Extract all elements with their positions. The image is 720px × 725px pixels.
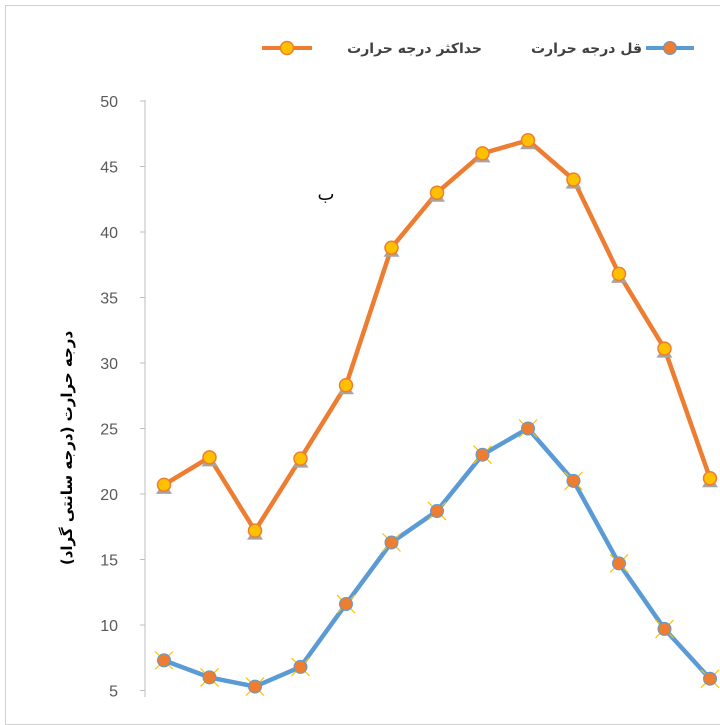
data-point-min-temp: [473, 445, 492, 465]
data-point-max-temp: [383, 240, 400, 257]
circle-marker: [475, 146, 490, 161]
series-lines: [161, 138, 713, 689]
data-point-min-temp: [700, 669, 720, 689]
circle-marker: [612, 556, 626, 571]
data-point-max-temp: [292, 451, 309, 468]
circle-marker: [520, 133, 536, 148]
legend-label-max-temp: حداکثر درجه حرارت: [347, 41, 482, 57]
legend-entry-max-temp: حداکثر درجه حرارت: [262, 40, 482, 57]
circle-marker: [339, 597, 353, 612]
circle-marker: [156, 477, 172, 493]
data-point-max-temp: [201, 450, 218, 467]
circle-marker: [657, 341, 672, 356]
circle-marker: [202, 450, 217, 465]
legend-marker-min-temp: [663, 41, 677, 55]
y-tick-label: 35: [100, 291, 118, 308]
y-tick-label: 10: [100, 618, 118, 635]
series-line-min-temp: [161, 426, 713, 689]
legend-label-min-temp: قل درجه حرارت: [531, 41, 642, 57]
data-point-min-temp: [518, 419, 538, 438]
circle-marker: [521, 421, 535, 436]
y-tick-labels: 5 10 15 20 25 30 35 40 45 50: [100, 94, 145, 697]
data-point-min-temp: [427, 501, 447, 521]
data-point-max-temp: [338, 378, 354, 395]
circle-marker: [247, 523, 263, 538]
legend: قل درجه حرارت حداکثر درجه حرارت: [262, 40, 694, 57]
circle-marker: [657, 621, 672, 636]
data-point-min-temp: [564, 471, 583, 491]
y-tick-label: 25: [100, 422, 118, 439]
circle-marker: [384, 240, 399, 255]
circle-marker: [338, 378, 354, 393]
data-point-max-temp: [702, 471, 718, 488]
data-point-min-temp: [245, 677, 265, 696]
line-chart: قل درجه حرارت حداکثر درجه حرارت درجه حرا…: [58, 40, 720, 697]
data-point-min-temp: [200, 667, 219, 687]
circle-marker: [384, 535, 399, 550]
circle-marker: [611, 266, 627, 282]
y-tick-label: 15: [100, 553, 118, 570]
y-tick-label: 30: [100, 356, 118, 373]
chart-frame: [5, 5, 720, 725]
data-point-max-temp: [656, 341, 673, 358]
data-point-max-temp: [247, 523, 263, 540]
data-point-max-temp: [429, 185, 445, 202]
data-point-max-temp: [565, 172, 582, 189]
y-tick-label: 5: [109, 684, 118, 698]
annotation-label: ب: [318, 184, 335, 205]
y-axis-label: درجه حرارت (درجه سانتی گراد): [58, 331, 76, 566]
data-point-min-temp: [154, 650, 174, 670]
data-point-min-temp: [609, 554, 629, 573]
legend-marker-max-temp: [279, 40, 295, 56]
data-point-min-temp: [382, 533, 401, 552]
y-tick-label: 45: [100, 160, 118, 177]
circle-marker: [702, 471, 718, 486]
data-point-max-temp: [474, 146, 491, 163]
y-tick-label: 20: [100, 487, 118, 504]
data-point-min-temp: [336, 594, 356, 614]
legend-entry-min-temp: قل درجه حرارت: [531, 41, 694, 57]
circle-marker: [703, 671, 717, 686]
y-tick-label: 50: [100, 94, 118, 111]
circle-marker: [566, 172, 581, 187]
series-markers: [154, 133, 720, 696]
circle-marker: [248, 679, 262, 694]
circle-marker: [430, 504, 444, 519]
data-point-min-temp: [655, 619, 674, 639]
circle-marker: [475, 447, 490, 462]
data-point-max-temp: [520, 133, 536, 150]
data-point-min-temp: [291, 657, 310, 677]
y-tick-label: 40: [100, 225, 118, 242]
circle-marker: [202, 670, 217, 685]
circle-marker: [157, 653, 171, 668]
circle-marker: [429, 185, 445, 200]
circle-marker: [293, 451, 308, 466]
circle-marker: [293, 659, 308, 674]
data-point-max-temp: [611, 266, 627, 283]
circle-marker: [566, 473, 581, 488]
data-point-max-temp: [156, 477, 172, 494]
